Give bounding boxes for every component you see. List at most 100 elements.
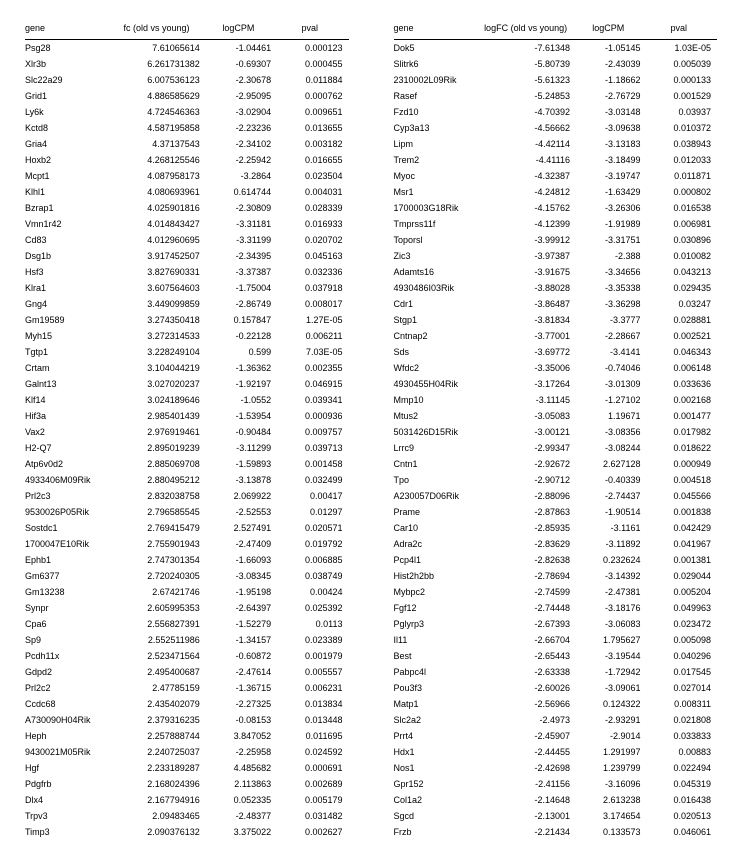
cell: -2.25958 — [206, 744, 277, 760]
cell: -3.26306 — [576, 200, 646, 216]
cell: 0.037918 — [277, 280, 348, 296]
cell: 0.008017 — [277, 296, 348, 312]
cell: A230057D06Rik — [394, 488, 482, 504]
cell: Gm13238 — [25, 584, 113, 600]
cell: -3.31751 — [576, 232, 646, 248]
cell: 0.016538 — [646, 200, 717, 216]
cell: 0.001477 — [646, 408, 717, 424]
table-row: Hsf33.827690331-3.373870.032336 — [25, 264, 349, 280]
cell: Hif3a — [25, 408, 113, 424]
cell: 2.556827391 — [113, 616, 206, 632]
cell: 4.025901816 — [113, 200, 206, 216]
cell: -3.19544 — [576, 648, 646, 664]
cell: -1.18662 — [576, 72, 646, 88]
cell: 2.47785159 — [113, 680, 206, 696]
cell: 3.847052 — [206, 728, 277, 744]
table-row: Lrrc9-2.99347-3.082440.018622 — [394, 440, 718, 456]
table-row: Gdpd22.495400687-2.476140.005557 — [25, 664, 349, 680]
cell: 0.028881 — [646, 312, 717, 328]
cell: Sp9 — [25, 632, 113, 648]
table-row: Xlr3b6.261731382-0.693070.000455 — [25, 56, 349, 72]
cell: 0.000936 — [277, 408, 348, 424]
cell: 0.022494 — [646, 760, 717, 776]
cell: -2.66704 — [481, 632, 576, 648]
cell: 0.004518 — [646, 472, 717, 488]
cell: -2.43039 — [576, 56, 646, 72]
cell: 0.029044 — [646, 568, 717, 584]
table-row: 4930486I03Rik-3.88028-3.353380.029435 — [394, 280, 718, 296]
cell: -4.12399 — [481, 216, 576, 232]
cell: -2.34395 — [206, 248, 277, 264]
cell: 0.006148 — [646, 360, 717, 376]
table-row: Adamts16-3.91675-3.346560.043213 — [394, 264, 718, 280]
cell: Toporsl — [394, 232, 482, 248]
cell: 0.045163 — [277, 248, 348, 264]
cell: -5.80739 — [481, 56, 576, 72]
cell: 4.080693961 — [113, 184, 206, 200]
cell: Sgcd — [394, 808, 482, 824]
cell: 0.041967 — [646, 536, 717, 552]
cell: 0.017545 — [646, 664, 717, 680]
table-row: Cntn1-2.926722.6271280.000949 — [394, 456, 718, 472]
cell: -1.52279 — [206, 616, 277, 632]
cell: -3.11145 — [481, 392, 576, 408]
cell: 0.124322 — [576, 696, 646, 712]
table-row: Msr1-4.24812-1.634290.000802 — [394, 184, 718, 200]
table-row: Ccdc682.435402079-2.273250.013834 — [25, 696, 349, 712]
table-row: Bzrap14.025901816-2.308090.028339 — [25, 200, 349, 216]
cell: -2.78694 — [481, 568, 576, 584]
cell: 7.03E-05 — [277, 344, 348, 360]
cell: 0.028339 — [277, 200, 348, 216]
cell: -3.1161 — [576, 520, 646, 536]
cell: 0.002168 — [646, 392, 717, 408]
col-fc: fc (old vs young) — [113, 20, 206, 40]
cell: 2.755901943 — [113, 536, 206, 552]
cell: -2.47409 — [206, 536, 277, 552]
cell: Adra2c — [394, 536, 482, 552]
table-row: Col1a2-2.146482.6132380.016438 — [394, 792, 718, 808]
cell: -1.90514 — [576, 504, 646, 520]
cell: 0.045566 — [646, 488, 717, 504]
col-gene: gene — [25, 20, 113, 40]
cell: Cdr1 — [394, 296, 482, 312]
cell: -2.90712 — [481, 472, 576, 488]
table-row: Tmprss11f-4.12399-1.919890.006981 — [394, 216, 718, 232]
tables-wrap: gene fc (old vs young) logCPM pval Psg28… — [25, 20, 717, 840]
cell: -1.36715 — [206, 680, 277, 696]
cell: Gpr152 — [394, 776, 482, 792]
cell: 0.232624 — [576, 552, 646, 568]
cell: Lrrc9 — [394, 440, 482, 456]
cell: 6.261731382 — [113, 56, 206, 72]
cell: -1.04461 — [206, 40, 277, 57]
table-row: Fzd10-4.70392-3.031480.03937 — [394, 104, 718, 120]
table-row: Mcpt14.087958173-3.28640.023504 — [25, 168, 349, 184]
cell: 2.167794916 — [113, 792, 206, 808]
cell: 2.627128 — [576, 456, 646, 472]
cell: -7.61348 — [481, 40, 576, 57]
cell: 2.523471564 — [113, 648, 206, 664]
cell: 1.19671 — [576, 408, 646, 424]
cell: -2.99347 — [481, 440, 576, 456]
table-row: Rasef-5.24853-2.767290.001529 — [394, 88, 718, 104]
cell: 2310002L09Rik — [394, 72, 482, 88]
cell: -2.25942 — [206, 152, 277, 168]
cell: -2.27325 — [206, 696, 277, 712]
table-row: Trpv32.09483465-2.483770.031482 — [25, 808, 349, 824]
table-row: 5031426D15Rik-3.00121-3.083560.017982 — [394, 424, 718, 440]
cell: 0.0113 — [277, 616, 348, 632]
cell: Fgf12 — [394, 600, 482, 616]
cell: Matp1 — [394, 696, 482, 712]
cell: 0.006885 — [277, 552, 348, 568]
cell: Timp3 — [25, 824, 113, 840]
cell: -1.92197 — [206, 376, 277, 392]
cell: 0.040296 — [646, 648, 717, 664]
cell: Prrt4 — [394, 728, 482, 744]
cell: 3.827690331 — [113, 264, 206, 280]
table-row: A730090H04Rik2.379316235-0.081530.013448 — [25, 712, 349, 728]
cell: -1.05145 — [576, 40, 646, 57]
table-row: Pdgfrb2.1680243962.1138630.002689 — [25, 776, 349, 792]
cell: -1.59893 — [206, 456, 277, 472]
cell: -0.40339 — [576, 472, 646, 488]
cell: Klhl1 — [25, 184, 113, 200]
cell: -0.90484 — [206, 424, 277, 440]
